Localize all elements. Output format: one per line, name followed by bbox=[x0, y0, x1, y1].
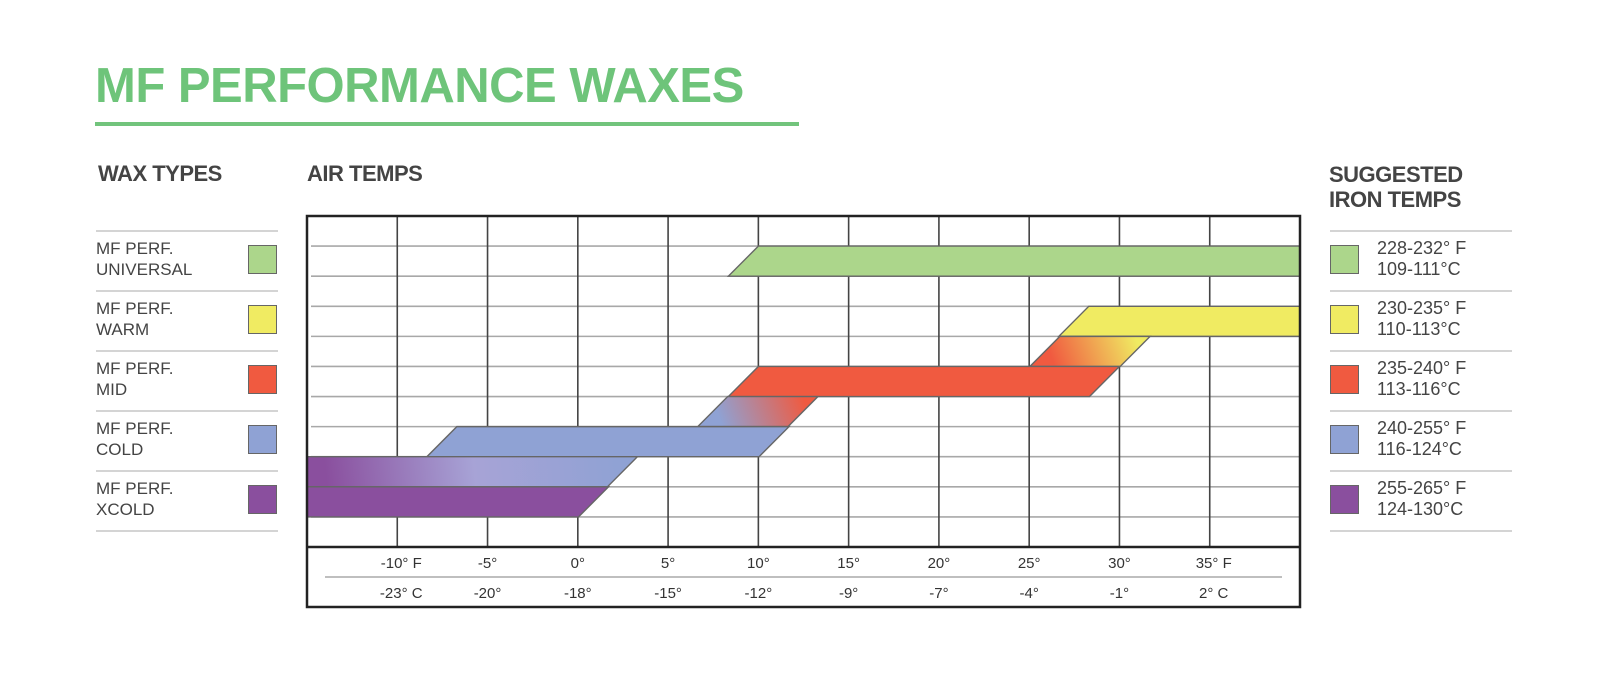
iron-color-swatch bbox=[1330, 305, 1359, 334]
iron-temp-c: 109-111°C bbox=[1377, 259, 1461, 279]
wax-type-item: MF PERF. UNIVERSAL bbox=[96, 230, 278, 290]
x-tick-label-f: 20° bbox=[928, 555, 951, 572]
wax-type-item: MF PERF. COLD bbox=[96, 410, 278, 470]
iron-temps-header: SUGGESTED IRON TEMPS bbox=[1329, 162, 1463, 212]
iron-temp-label: 255-265° F 124-130°C bbox=[1377, 478, 1466, 520]
iron-color-swatch bbox=[1330, 365, 1359, 394]
iron-color-swatch bbox=[1330, 485, 1359, 514]
wax-type-label: MF PERF. COLD bbox=[96, 418, 173, 460]
x-tick-label-c: -23° C bbox=[380, 585, 423, 602]
wax-type-line1: MF PERF. bbox=[96, 479, 174, 498]
x-tick-label-c: -7° bbox=[929, 585, 948, 602]
wax-type-line2: MID bbox=[96, 380, 128, 399]
iron-temp-c: 110-113°C bbox=[1377, 319, 1461, 339]
iron-temp-label: 240-255° F 116-124°C bbox=[1377, 418, 1466, 460]
wax-color-swatch bbox=[248, 245, 277, 274]
x-tick-label-f: 5° bbox=[661, 555, 675, 572]
wax-type-line2: UNIVERSAL bbox=[96, 260, 193, 279]
iron-temp-f: 228-232° F bbox=[1377, 238, 1467, 258]
band-warm bbox=[1057, 305, 1300, 338]
wax-color-swatch bbox=[248, 485, 277, 514]
iron-temp-f: 230-235° F bbox=[1377, 298, 1467, 318]
iron-temp-c: 113-116°C bbox=[1377, 379, 1461, 399]
x-tick-label-c: -4° bbox=[1020, 585, 1039, 602]
title-underline bbox=[95, 122, 799, 126]
iron-temps-header-line1: SUGGESTED bbox=[1329, 162, 1463, 187]
iron-temp-item: 235-240° F 113-116°C bbox=[1330, 350, 1512, 410]
band-cold bbox=[425, 425, 791, 458]
wax-type-label: MF PERF. XCOLD bbox=[96, 478, 173, 520]
iron-temp-item: 255-265° F 124-130°C bbox=[1330, 470, 1512, 532]
x-tick-label-c: -15° bbox=[654, 585, 682, 602]
wax-type-item: MF PERF. MID bbox=[96, 350, 278, 410]
iron-temp-c: 116-124°C bbox=[1377, 439, 1462, 459]
x-tick-label-f: 35° F bbox=[1196, 555, 1232, 572]
x-tick-label-f: 15° bbox=[837, 555, 860, 572]
iron-temp-f: 240-255° F bbox=[1377, 418, 1467, 438]
iron-temps-header-line2: IRON TEMPS bbox=[1329, 187, 1461, 212]
iron-temp-label: 230-235° F 110-113°C bbox=[1377, 298, 1466, 340]
x-tick-label-c: 2° C bbox=[1199, 585, 1229, 602]
iron-color-swatch bbox=[1330, 245, 1359, 274]
band-universal bbox=[726, 245, 1300, 277]
wax-color-swatch bbox=[248, 365, 277, 394]
wax-type-label: MF PERF. UNIVERSAL bbox=[96, 238, 192, 280]
wax-type-line2: WARM bbox=[96, 320, 150, 339]
iron-temp-c: 124-130°C bbox=[1377, 499, 1464, 519]
chart-frame bbox=[305, 214, 1302, 609]
wax-type-item: MF PERF. WARM bbox=[96, 290, 278, 350]
wax-type-line1: MF PERF. bbox=[96, 239, 174, 258]
x-tick-label-c: -9° bbox=[839, 585, 858, 602]
wax-type-line1: MF PERF. bbox=[96, 359, 174, 378]
wax-type-label: MF PERF. MID bbox=[96, 358, 173, 400]
wax-color-swatch bbox=[248, 305, 277, 334]
wax-type-item: MF PERF. XCOLD bbox=[96, 470, 278, 532]
iron-temp-f: 235-240° F bbox=[1377, 358, 1467, 378]
wax-type-label: MF PERF. WARM bbox=[96, 298, 173, 340]
wax-types-header: WAX TYPES bbox=[98, 161, 222, 186]
band-cold-mid-transition bbox=[696, 395, 820, 428]
iron-temp-item: 228-232° F 109-111°C bbox=[1330, 230, 1512, 290]
iron-temp-f: 255-265° F bbox=[1377, 478, 1467, 498]
x-tick-label-f: 30° bbox=[1108, 555, 1131, 572]
wax-type-legend: MF PERF. UNIVERSAL MF PERF. WARM MF PERF… bbox=[96, 230, 278, 532]
wax-type-line2: COLD bbox=[96, 440, 144, 459]
chart-axis: -10° F -23° C -5° -20° 0° -18° 5° -15° 10° -12° 15… bbox=[307, 545, 1300, 602]
x-tick-label-f: 10° bbox=[747, 555, 770, 572]
x-tick-label-f: 0° bbox=[571, 555, 585, 572]
wax-color-swatch bbox=[248, 425, 277, 454]
chart-bands bbox=[307, 245, 1300, 518]
wax-type-line2: XCOLD bbox=[96, 500, 155, 519]
x-tick-label-f: -5° bbox=[478, 555, 497, 572]
x-tick-label-f: -10° F bbox=[381, 555, 422, 572]
x-tick-label-f: 25° bbox=[1018, 555, 1041, 572]
band-mid-warm-transition bbox=[1028, 335, 1152, 368]
wax-type-line1: MF PERF. bbox=[96, 419, 174, 438]
x-tick-label-c: -12° bbox=[745, 585, 773, 602]
iron-temp-item: 240-255° F 116-124°C bbox=[1330, 410, 1512, 470]
iron-temp-legend: 228-232° F 109-111°C 230-235° F 110-113°… bbox=[1330, 230, 1512, 532]
x-tick-label-c: -1° bbox=[1110, 585, 1129, 602]
x-tick-label-c: -18° bbox=[564, 585, 592, 602]
x-tick-label-c: -20° bbox=[474, 585, 502, 602]
iron-color-swatch bbox=[1330, 425, 1359, 454]
band-xcold-cold-transition bbox=[307, 456, 640, 488]
iron-temp-item: 230-235° F 110-113°C bbox=[1330, 290, 1512, 350]
band-mid bbox=[726, 365, 1122, 398]
iron-temp-label: 235-240° F 113-116°C bbox=[1377, 358, 1466, 400]
wax-type-line1: MF PERF. bbox=[96, 299, 174, 318]
page-title: MF PERFORMANCE WAXES bbox=[95, 59, 744, 113]
band-xcold bbox=[307, 486, 611, 518]
air-temps-header: AIR TEMPS bbox=[307, 161, 423, 186]
iron-temp-label: 228-232° F 109-111°C bbox=[1377, 238, 1466, 280]
